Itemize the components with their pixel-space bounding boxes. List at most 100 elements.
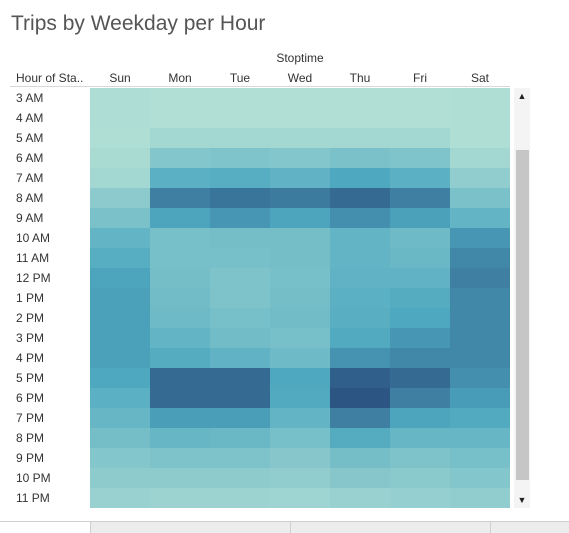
heatmap-cell[interactable] xyxy=(90,408,150,428)
heatmap-cell[interactable] xyxy=(390,388,450,408)
heatmap-cell[interactable] xyxy=(90,468,150,488)
row-label[interactable]: 4 AM xyxy=(16,111,44,125)
scroll-up-arrow-icon[interactable]: ▲ xyxy=(517,91,527,101)
row-label[interactable]: 1 PM xyxy=(16,291,45,305)
heatmap-cell[interactable] xyxy=(270,388,330,408)
heatmap-cell[interactable] xyxy=(90,328,150,348)
row-label[interactable]: 10 PM xyxy=(16,471,51,485)
heatmap-cell[interactable] xyxy=(390,408,450,428)
heatmap-cell[interactable] xyxy=(90,128,150,148)
heatmap-cell[interactable] xyxy=(450,268,510,288)
heatmap-cell[interactable] xyxy=(390,328,450,348)
heatmap-cell[interactable] xyxy=(270,168,330,188)
row-label[interactable]: 12 PM xyxy=(16,271,51,285)
heatmap-cell[interactable] xyxy=(150,208,210,228)
column-header-sun[interactable]: Sun xyxy=(109,71,131,85)
heatmap-cell[interactable] xyxy=(390,88,450,108)
heatmap-cell[interactable] xyxy=(330,148,390,168)
heatmap-cell[interactable] xyxy=(150,468,210,488)
heatmap-cell[interactable] xyxy=(270,288,330,308)
heatmap-cell[interactable] xyxy=(150,328,210,348)
heatmap-cell[interactable] xyxy=(150,488,210,508)
heatmap-cell[interactable] xyxy=(270,428,330,448)
heatmap-cell[interactable] xyxy=(330,168,390,188)
heatmap-cell[interactable] xyxy=(330,108,390,128)
heatmap-cell[interactable] xyxy=(90,428,150,448)
heatmap-cell[interactable] xyxy=(390,228,450,248)
heatmap-cell[interactable] xyxy=(390,448,450,468)
heatmap-cell[interactable] xyxy=(450,348,510,368)
heatmap-cell[interactable] xyxy=(90,208,150,228)
heatmap-cell[interactable] xyxy=(330,288,390,308)
heatmap-cell[interactable] xyxy=(270,108,330,128)
heatmap-cell[interactable] xyxy=(390,368,450,388)
heatmap-cell[interactable] xyxy=(150,148,210,168)
row-label[interactable]: 9 AM xyxy=(16,211,44,225)
heatmap-cell[interactable] xyxy=(90,368,150,388)
heatmap-cell[interactable] xyxy=(150,408,210,428)
heatmap-cell[interactable] xyxy=(270,368,330,388)
heatmap-cell[interactable] xyxy=(390,268,450,288)
heatmap-cell[interactable] xyxy=(390,468,450,488)
heatmap-cell[interactable] xyxy=(210,408,270,428)
heatmap-cell[interactable] xyxy=(330,268,390,288)
heatmap-cell[interactable] xyxy=(330,448,390,468)
heatmap-cell[interactable] xyxy=(330,208,390,228)
heatmap-cell[interactable] xyxy=(390,488,450,508)
heatmap-cell[interactable] xyxy=(270,248,330,268)
heatmap-cell[interactable] xyxy=(450,468,510,488)
heatmap-cell[interactable] xyxy=(390,428,450,448)
heatmap-cell[interactable] xyxy=(330,88,390,108)
heatmap-cell[interactable] xyxy=(450,408,510,428)
heatmap-cell[interactable] xyxy=(210,448,270,468)
heatmap-cell[interactable] xyxy=(450,288,510,308)
heatmap-cell[interactable] xyxy=(90,308,150,328)
row-label[interactable]: 7 PM xyxy=(16,411,45,425)
heatmap-cell[interactable] xyxy=(450,188,510,208)
heatmap-cell[interactable] xyxy=(210,108,270,128)
heatmap-cell[interactable] xyxy=(150,108,210,128)
heatmap-cell[interactable] xyxy=(450,148,510,168)
heatmap-cell[interactable] xyxy=(210,308,270,328)
heatmap-cell[interactable] xyxy=(450,88,510,108)
heatmap-cell[interactable] xyxy=(210,348,270,368)
heatmap-cell[interactable] xyxy=(210,148,270,168)
scroll-down-arrow-icon[interactable]: ▼ xyxy=(517,495,527,505)
row-label[interactable]: 5 PM xyxy=(16,371,45,385)
heatmap-cell[interactable] xyxy=(150,268,210,288)
heatmap-cell[interactable] xyxy=(390,168,450,188)
heatmap-cell[interactable] xyxy=(270,188,330,208)
heatmap-cell[interactable] xyxy=(270,88,330,108)
heatmap-cell[interactable] xyxy=(270,448,330,468)
heatmap-cell[interactable] xyxy=(270,408,330,428)
heatmap-cell[interactable] xyxy=(150,188,210,208)
heatmap-cell[interactable] xyxy=(270,268,330,288)
row-header-label[interactable]: Hour of Sta.. xyxy=(16,71,84,85)
heatmap-cell[interactable] xyxy=(390,148,450,168)
heatmap-cell[interactable] xyxy=(150,308,210,328)
heatmap-cell[interactable] xyxy=(390,188,450,208)
heatmap-cell[interactable] xyxy=(450,328,510,348)
heatmap-cell[interactable] xyxy=(150,368,210,388)
heatmap-cell[interactable] xyxy=(270,468,330,488)
heatmap-cell[interactable] xyxy=(90,388,150,408)
heatmap-cell[interactable] xyxy=(330,188,390,208)
heatmap-cell[interactable] xyxy=(210,468,270,488)
heatmap-cell[interactable] xyxy=(270,328,330,348)
heatmap-cell[interactable] xyxy=(330,428,390,448)
heatmap-cell[interactable] xyxy=(90,288,150,308)
heatmap-cell[interactable] xyxy=(150,448,210,468)
row-label[interactable]: 6 PM xyxy=(16,391,45,405)
row-label[interactable]: 9 PM xyxy=(16,451,45,465)
row-label[interactable]: 11 PM xyxy=(16,491,50,505)
heatmap-cell[interactable] xyxy=(390,288,450,308)
heatmap-cell[interactable] xyxy=(150,248,210,268)
heatmap-cell[interactable] xyxy=(150,288,210,308)
column-header-thu[interactable]: Thu xyxy=(349,71,371,85)
row-label[interactable]: 11 AM xyxy=(16,251,50,265)
heatmap-cell[interactable] xyxy=(210,208,270,228)
heatmap-cell[interactable] xyxy=(210,248,270,268)
row-label[interactable]: 3 PM xyxy=(16,331,45,345)
heatmap-cell[interactable] xyxy=(210,388,270,408)
heatmap-cell[interactable] xyxy=(450,168,510,188)
